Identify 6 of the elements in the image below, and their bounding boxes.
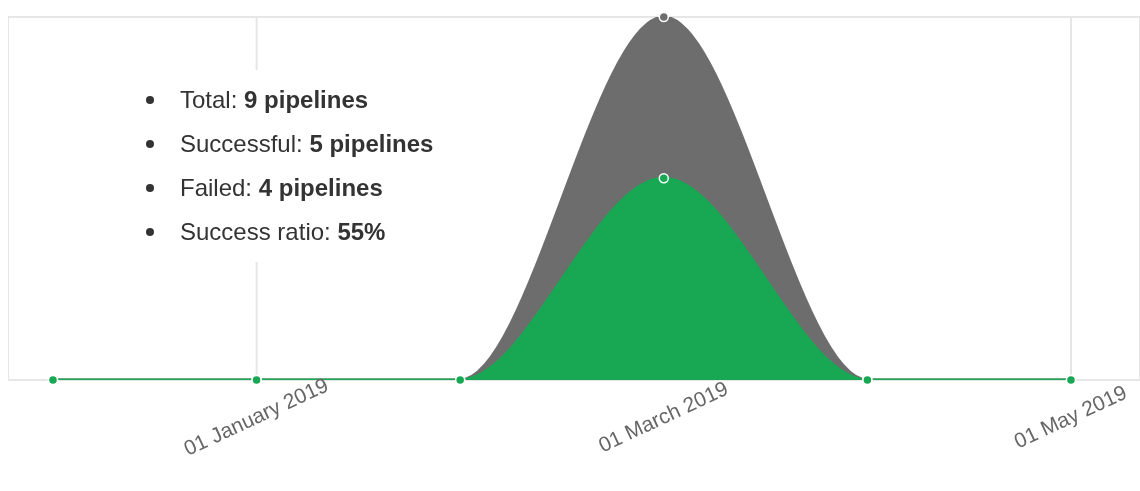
annotation: Failed: 4 pipelines xyxy=(180,174,383,201)
annotation: Success ratio: 55% xyxy=(180,218,386,245)
x-tick-label: 01 March 2019 xyxy=(594,376,732,457)
annotation: Successful: 5 pipelines xyxy=(180,130,434,157)
annotation: Total: 9 pipelines xyxy=(180,86,369,113)
x-tick-label: 01 May 2019 xyxy=(1010,380,1131,453)
